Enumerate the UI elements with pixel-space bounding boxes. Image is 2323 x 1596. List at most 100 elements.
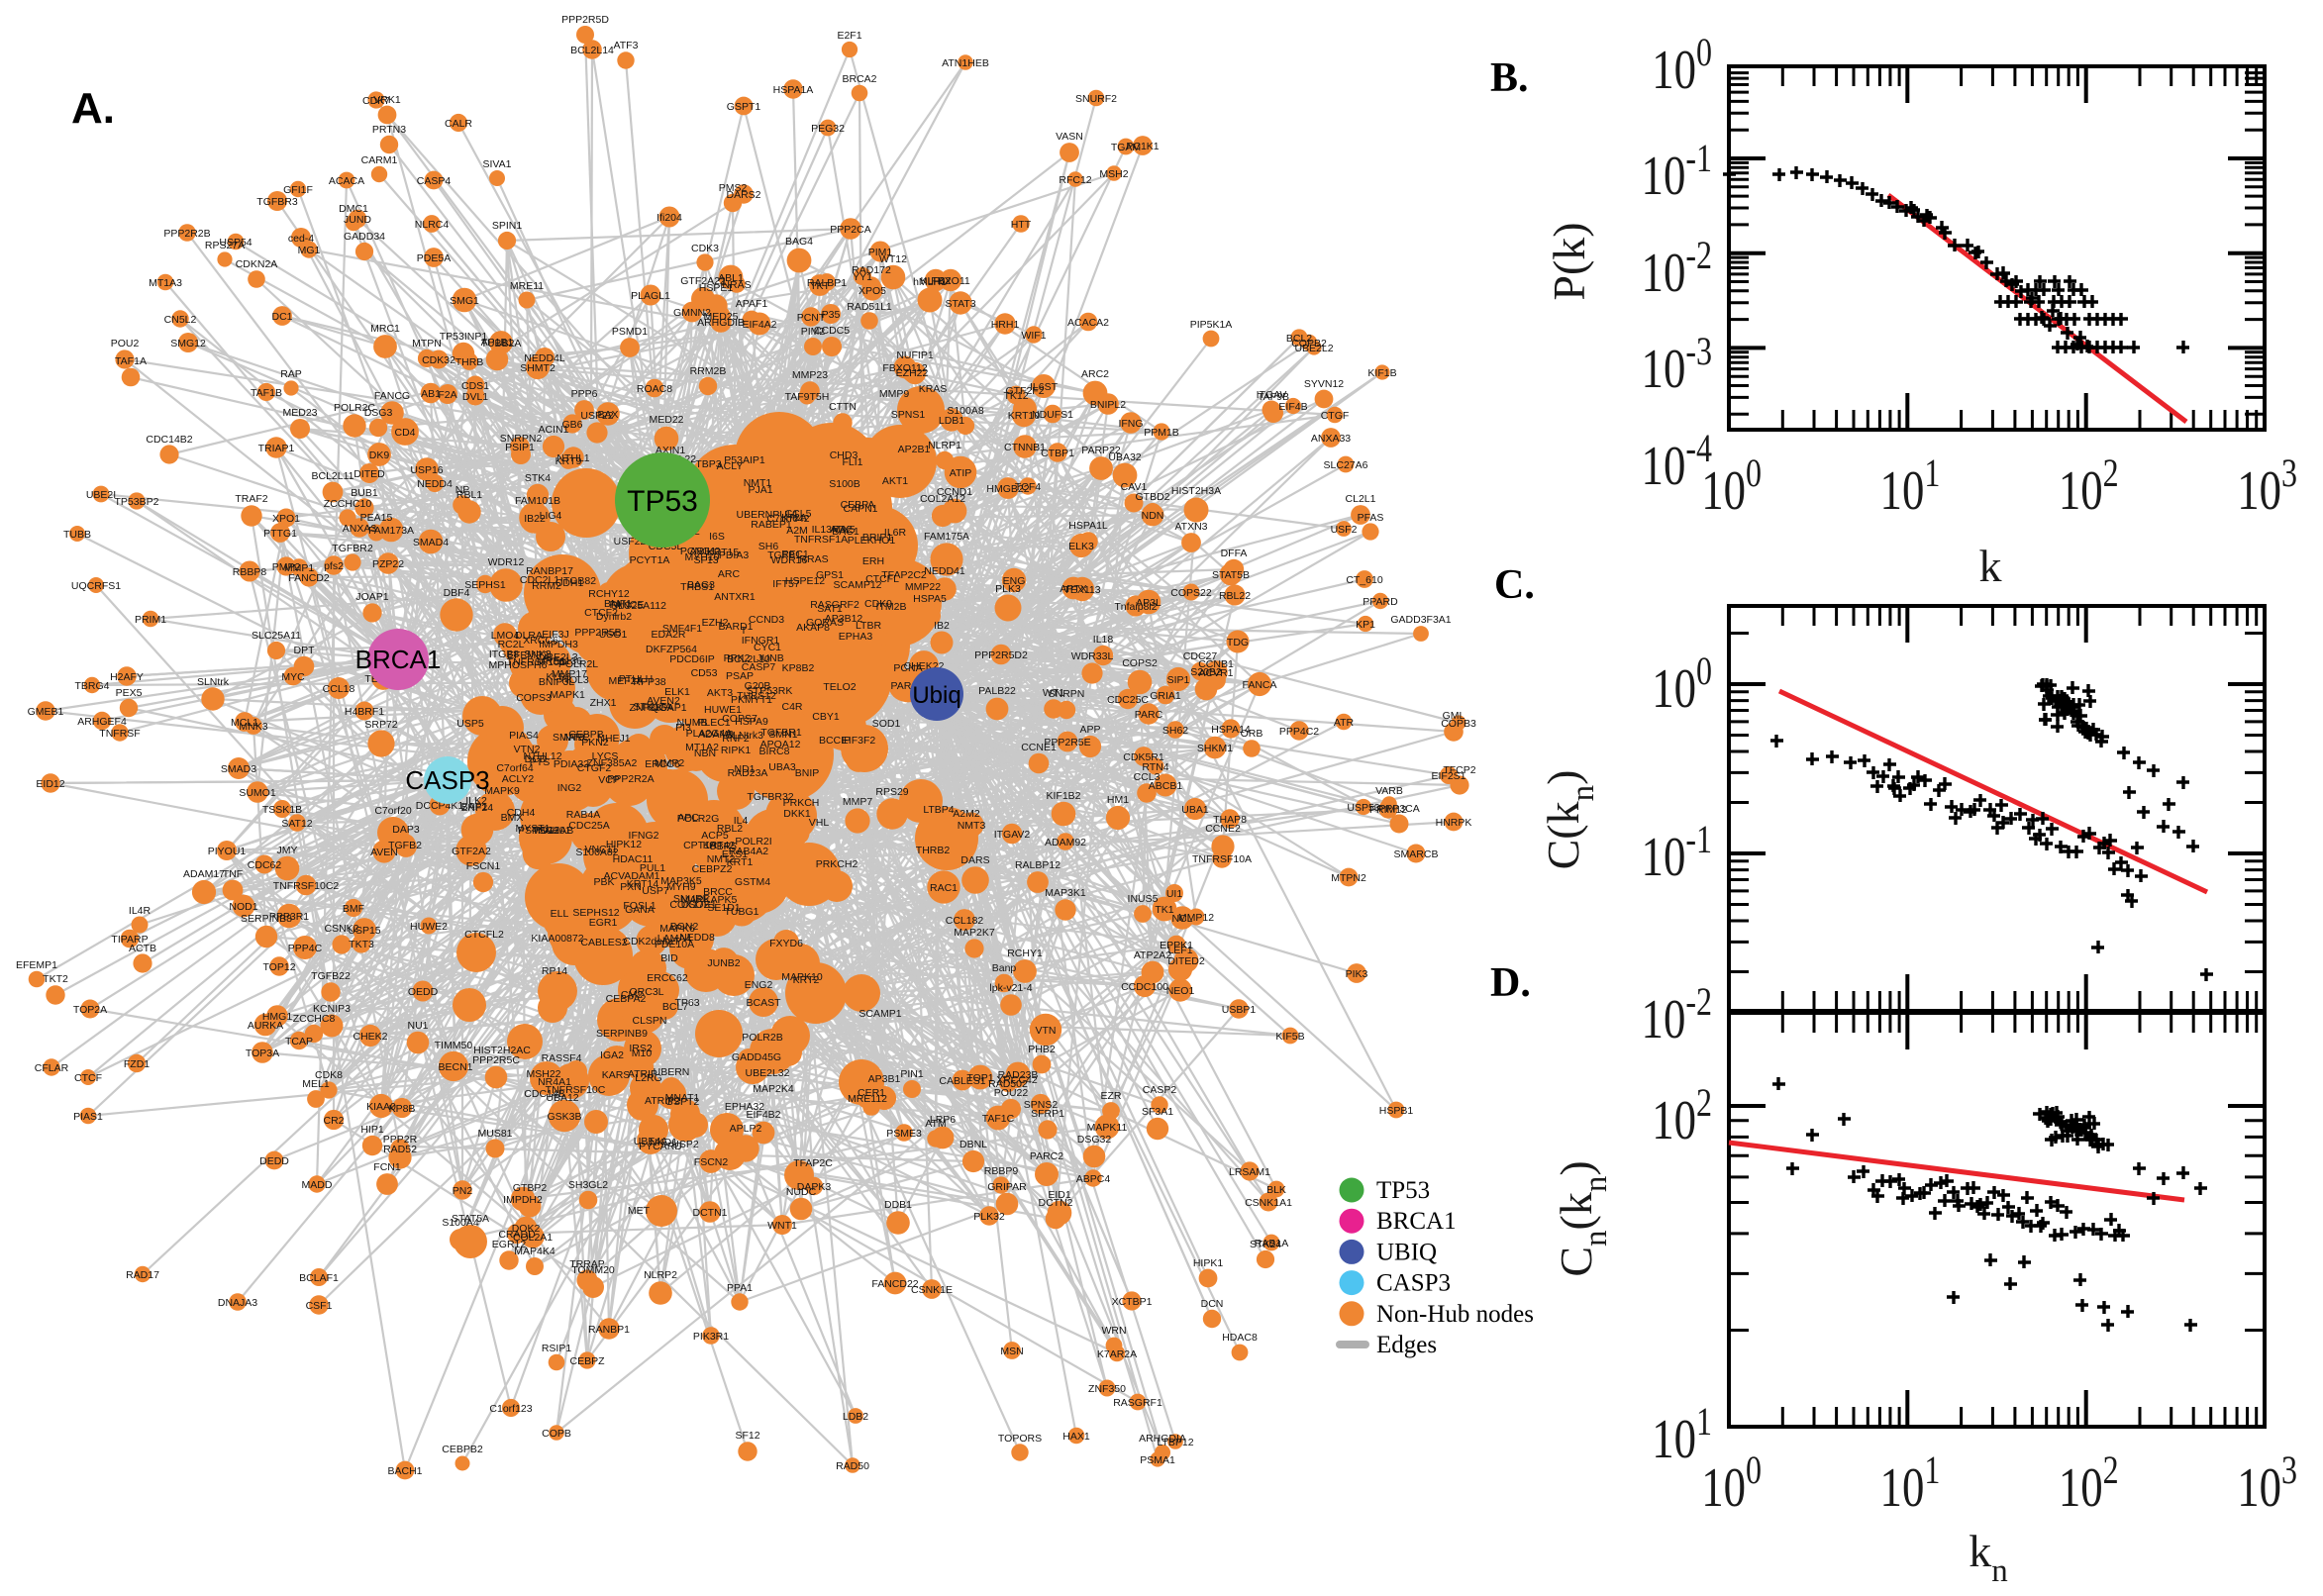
svg-text:WRN: WRN (1101, 1325, 1126, 1337)
svg-text:PARC2: PARC2 (1030, 1150, 1063, 1162)
svg-text:CEBPZ: CEBPZ (569, 1355, 605, 1367)
svg-text:SYVN12: SYVN12 (1304, 378, 1344, 390)
svg-text:HDAC11: HDAC11 (613, 853, 654, 865)
svg-text:SAT12: SAT12 (281, 818, 312, 830)
svg-text:IL4R: IL4R (129, 905, 152, 917)
svg-text:HMG1: HMG1 (262, 1011, 292, 1023)
svg-text:FAM101B: FAM101B (515, 495, 560, 507)
svg-text:DBNL: DBNL (960, 1139, 987, 1150)
svg-text:TP53: TP53 (627, 485, 698, 518)
svg-text:BARD1: BARD1 (718, 621, 753, 633)
svg-text:DLRA: DLRA (515, 630, 543, 642)
svg-text:CTNNB1: CTNNB1 (1004, 442, 1046, 453)
svg-text:UBE2L2: UBE2L2 (1294, 343, 1333, 354)
svg-text:DPT: DPT (294, 645, 316, 656)
svg-text:RFC12: RFC12 (1059, 174, 1091, 186)
svg-text:MSN: MSN (1000, 1346, 1023, 1357)
svg-text:Edges: Edges (1376, 1332, 1437, 1358)
svg-text:FXYD6: FXYD6 (769, 938, 803, 949)
svg-text:UBIQ: UBIQ (1376, 1239, 1437, 1265)
svg-text:USP54: USP54 (219, 237, 252, 249)
svg-text:MRC1: MRC1 (370, 323, 400, 335)
svg-text:SEPHS1: SEPHS1 (464, 579, 506, 591)
svg-text:FBXO11: FBXO11 (931, 275, 970, 287)
svg-text:MAPK11: MAPK11 (1087, 1122, 1128, 1134)
svg-text:BRCA1: BRCA1 (1376, 1208, 1457, 1235)
svg-text:USP16: USP16 (410, 464, 443, 476)
svg-text:GMEB1: GMEB1 (28, 706, 64, 718)
svg-text:EGR1: EGR1 (589, 917, 618, 929)
svg-text:PSMA1: PSMA1 (1140, 1454, 1175, 1466)
svg-text:STK4: STK4 (525, 472, 551, 484)
svg-text:NCL: NCL (1171, 913, 1192, 925)
svg-text:NU1: NU1 (407, 1020, 428, 1032)
svg-text:NDN: NDN (1142, 510, 1164, 522)
svg-text:PIM2: PIM2 (801, 326, 826, 338)
svg-text:PLK3: PLK3 (995, 583, 1021, 595)
svg-text:HUWE1: HUWE1 (704, 704, 742, 716)
svg-text:NEDD4: NEDD4 (417, 478, 453, 490)
svg-text:PPP2R5D2: PPP2R5D2 (974, 649, 1028, 661)
svg-text:RAP: RAP (280, 368, 302, 380)
svg-text:APOA12: APOA12 (760, 739, 801, 750)
svg-text:ANXA3: ANXA3 (343, 523, 377, 535)
svg-text:PJA1: PJA1 (748, 484, 772, 496)
svg-text:POLR2I: POLR2I (735, 836, 771, 848)
svg-text:PPM1B: PPM1B (1144, 427, 1179, 439)
svg-text:UBE2L32: UBE2L32 (746, 1067, 790, 1079)
svg-text:APTX: APTX (1060, 583, 1086, 595)
svg-text:GTF2A2: GTF2A2 (452, 846, 491, 857)
svg-text:TOP3A: TOP3A (246, 1047, 279, 1059)
svg-text:TNFRSF1A: TNFRSF1A (794, 534, 848, 546)
svg-text:HSPA1A: HSPA1A (773, 84, 814, 96)
svg-text:C7orf64: C7orf64 (496, 762, 534, 774)
svg-text:PDCD6IP: PDCD6IP (669, 653, 715, 665)
svg-text:B.: B. (1490, 55, 1529, 101)
svg-text:ATF3: ATF3 (614, 40, 639, 51)
svg-text:I6S: I6S (709, 531, 725, 543)
svg-text:PN2: PN2 (453, 1185, 473, 1197)
svg-text:PLK32: PLK32 (973, 1211, 1005, 1223)
svg-text:BLK: BLK (1266, 1184, 1286, 1196)
svg-text:SERPINB8: SERPINB8 (241, 913, 292, 925)
svg-text:EGR12: EGR12 (492, 1239, 527, 1250)
svg-text:PIK3: PIK3 (1346, 968, 1368, 980)
svg-text:RBBP8: RBBP8 (233, 566, 267, 578)
svg-text:CASP2: CASP2 (1143, 1084, 1177, 1096)
svg-text:CASP4: CASP4 (417, 175, 452, 187)
svg-text:PPP2R5B: PPP2R5B (574, 627, 621, 639)
svg-text:SMAD3: SMAD3 (221, 763, 256, 775)
svg-text:MAP3K5: MAP3K5 (660, 875, 702, 887)
svg-text:NBN: NBN (694, 748, 716, 759)
svg-text:FANCG: FANCG (374, 390, 410, 402)
svg-text:EID1: EID1 (1048, 1189, 1071, 1201)
svg-text:SHKM1: SHKM1 (1197, 743, 1233, 754)
svg-text:RPS29: RPS29 (875, 786, 908, 798)
svg-text:WIF1: WIF1 (1021, 330, 1046, 342)
svg-text:MMP17: MMP17 (552, 668, 587, 680)
svg-text:GSPT1: GSPT1 (727, 101, 761, 113)
svg-text:TP53: TP53 (1376, 1177, 1430, 1204)
svg-text:JUND: JUND (344, 214, 371, 226)
svg-text:IFNG: IFNG (1118, 418, 1143, 430)
svg-text:CHEK2: CHEK2 (353, 1031, 387, 1043)
svg-text:MET: MET (628, 1205, 651, 1217)
svg-text:RASGRF2: RASGRF2 (810, 599, 859, 611)
svg-text:E2F1: E2F1 (837, 30, 861, 42)
svg-text:RTN4: RTN4 (1142, 761, 1168, 773)
svg-text:PEG32: PEG32 (811, 123, 845, 135)
svg-text:TRAF2: TRAF2 (235, 493, 267, 505)
svg-text:D.: D. (1490, 960, 1531, 1006)
svg-text:RASSF4: RASSF4 (542, 1052, 582, 1064)
svg-text:RP14: RP14 (542, 965, 567, 977)
svg-text:THRB2: THRB2 (916, 845, 951, 856)
svg-text:GTBP2: GTBP2 (513, 1182, 548, 1194)
svg-text:HSPA5: HSPA5 (913, 593, 947, 605)
svg-text:P53AIP1: P53AIP1 (724, 454, 765, 466)
svg-text:SLC27A6: SLC27A6 (1324, 459, 1368, 471)
svg-text:ARHGDIB: ARHGDIB (697, 317, 745, 329)
svg-text:PARC: PARC (1135, 709, 1163, 721)
svg-text:NLRP2: NLRP2 (644, 1269, 677, 1281)
svg-text:NEO1: NEO1 (1166, 985, 1195, 997)
svg-text:APLP2: APLP2 (730, 1123, 762, 1135)
